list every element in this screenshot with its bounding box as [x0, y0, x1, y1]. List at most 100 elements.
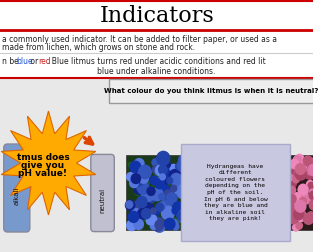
Circle shape: [309, 200, 319, 210]
Circle shape: [188, 176, 197, 185]
Circle shape: [179, 182, 187, 192]
Circle shape: [308, 164, 319, 176]
Circle shape: [293, 155, 303, 167]
Circle shape: [187, 174, 199, 187]
Circle shape: [295, 201, 306, 212]
Circle shape: [186, 207, 194, 215]
Circle shape: [196, 159, 206, 169]
Circle shape: [173, 171, 181, 180]
Circle shape: [197, 182, 203, 190]
Circle shape: [286, 177, 297, 188]
FancyBboxPatch shape: [109, 79, 314, 103]
Circle shape: [297, 168, 305, 177]
Circle shape: [165, 180, 170, 186]
Circle shape: [171, 185, 177, 192]
Circle shape: [141, 187, 155, 201]
Circle shape: [155, 178, 165, 189]
Circle shape: [150, 223, 157, 229]
Circle shape: [159, 193, 165, 200]
Circle shape: [164, 161, 170, 168]
Text: . Blue litmus turns red under acidic conditions and red lit: . Blue litmus turns red under acidic con…: [47, 57, 266, 67]
Circle shape: [159, 165, 171, 178]
FancyBboxPatch shape: [4, 144, 30, 232]
Circle shape: [298, 171, 306, 179]
FancyBboxPatch shape: [181, 144, 290, 241]
Circle shape: [196, 185, 207, 197]
Circle shape: [185, 220, 196, 232]
Circle shape: [306, 168, 312, 175]
Circle shape: [145, 181, 149, 186]
Circle shape: [195, 218, 202, 226]
Circle shape: [139, 173, 149, 183]
Circle shape: [155, 220, 164, 229]
Circle shape: [183, 189, 192, 199]
Bar: [0, 0, 313, 32]
Circle shape: [167, 170, 173, 177]
Circle shape: [294, 209, 303, 220]
Circle shape: [293, 224, 299, 231]
Circle shape: [198, 208, 205, 216]
Circle shape: [198, 174, 205, 181]
Circle shape: [197, 157, 207, 168]
Circle shape: [308, 182, 314, 189]
Circle shape: [301, 194, 310, 204]
Circle shape: [167, 193, 177, 204]
Circle shape: [309, 191, 318, 200]
Polygon shape: [1, 111, 96, 215]
Circle shape: [299, 197, 306, 205]
Circle shape: [190, 209, 199, 219]
Circle shape: [143, 209, 150, 216]
Circle shape: [130, 207, 139, 216]
Circle shape: [194, 171, 204, 181]
Circle shape: [173, 224, 179, 230]
Text: n be: n be: [2, 57, 21, 67]
Circle shape: [178, 210, 190, 223]
Circle shape: [182, 178, 189, 186]
Circle shape: [176, 163, 182, 170]
Circle shape: [127, 173, 134, 181]
Circle shape: [305, 157, 314, 167]
Circle shape: [130, 219, 135, 224]
Circle shape: [178, 160, 189, 171]
Text: Hydrangeas have
different
coloured flowers
depending on the
pH of the soil.
In p: Hydrangeas have different coloured flowe…: [204, 164, 267, 222]
Circle shape: [134, 183, 144, 195]
Circle shape: [298, 184, 308, 195]
Circle shape: [163, 194, 174, 206]
Circle shape: [292, 168, 298, 175]
Text: alkali: alkali: [14, 187, 20, 205]
Circle shape: [192, 154, 204, 167]
Circle shape: [154, 220, 165, 232]
Circle shape: [191, 205, 200, 214]
Circle shape: [171, 180, 176, 185]
Circle shape: [147, 214, 157, 225]
Circle shape: [164, 177, 170, 184]
Circle shape: [185, 217, 194, 227]
Circle shape: [295, 208, 305, 219]
Circle shape: [129, 172, 139, 181]
Circle shape: [196, 214, 200, 219]
Circle shape: [139, 165, 151, 179]
Circle shape: [291, 195, 300, 204]
Circle shape: [173, 202, 184, 213]
Circle shape: [196, 172, 203, 180]
Circle shape: [141, 209, 151, 219]
Text: pH value!: pH value!: [18, 169, 68, 177]
Circle shape: [289, 186, 296, 194]
Circle shape: [295, 164, 305, 174]
Circle shape: [177, 185, 189, 199]
Circle shape: [292, 193, 301, 202]
Text: or: or: [28, 57, 40, 67]
Circle shape: [187, 163, 195, 171]
Circle shape: [303, 156, 312, 166]
Circle shape: [194, 184, 202, 194]
Circle shape: [131, 202, 140, 212]
Circle shape: [179, 165, 186, 173]
Circle shape: [294, 169, 301, 177]
Circle shape: [128, 163, 132, 167]
Circle shape: [168, 165, 176, 174]
Circle shape: [162, 166, 173, 177]
Circle shape: [134, 219, 143, 230]
Circle shape: [127, 220, 136, 231]
Text: a commonly used indicator. It can be added to filter paper, or used as a: a commonly used indicator. It can be add…: [2, 35, 277, 44]
Circle shape: [151, 208, 156, 214]
